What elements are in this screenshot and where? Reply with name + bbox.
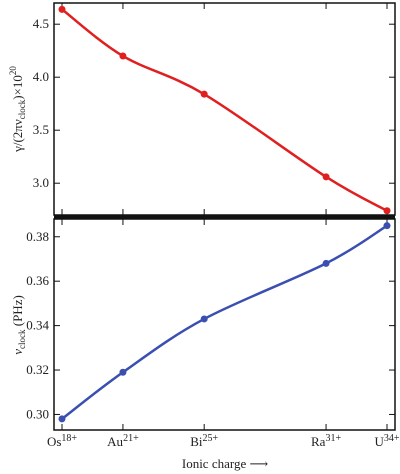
top-y-axis-title: γ/(2πνclock)×1020 <box>8 66 27 153</box>
bottom-data-point <box>58 415 66 423</box>
bottom-data-point <box>119 368 127 376</box>
top-series-line <box>61 8 388 212</box>
x-tick-label: Ra31+ <box>311 433 341 449</box>
x-tick-label: Au21+ <box>107 433 139 449</box>
bottom-data-point <box>383 222 391 230</box>
top-y-axis: 3.0 3.5 4.0 4.5 <box>33 3 395 215</box>
bottom-y-tick-label: 0.30 <box>26 406 49 421</box>
top-panel-frame <box>53 2 396 216</box>
bottom-y-axis: 0.30 0.32 0.34 0.36 0.38 <box>26 219 395 430</box>
bottom-y-axis-title: νclock (PHz) <box>10 295 27 355</box>
top-y-tick-label: 3.0 <box>33 175 49 190</box>
top-data-point <box>119 52 127 60</box>
top-data-point <box>200 90 208 98</box>
x-tick-label: Os18+ <box>47 433 77 449</box>
bottom-data-point <box>322 259 330 267</box>
x-axis-title: Ionic charge ⟶ <box>182 456 269 471</box>
bottom-y-tick-label: 0.36 <box>26 273 49 288</box>
bottom-y-tick-label: 0.38 <box>26 229 49 244</box>
top-y-tick-label: 3.5 <box>33 122 49 137</box>
top-data-point <box>322 173 330 181</box>
bottom-data-point <box>200 315 208 323</box>
x-tick-label: U34+ <box>374 433 399 449</box>
bottom-y-tick-label: 0.32 <box>26 362 49 377</box>
bottom-series <box>58 222 391 423</box>
x-axis: Os18+ Au21+ Bi25+ Ra31+ U34+ <box>47 433 400 449</box>
x-tick-label: Bi25+ <box>190 433 218 449</box>
top-y-tick-label: 4.0 <box>33 69 49 84</box>
bottom-series-line <box>61 224 388 420</box>
bottom-panel-frame <box>53 218 396 431</box>
top-data-point <box>383 207 391 215</box>
top-series <box>58 5 391 215</box>
top-y-tick-label: 4.5 <box>33 16 49 31</box>
top-data-point <box>58 5 66 13</box>
bottom-y-tick-label: 0.34 <box>26 318 49 333</box>
